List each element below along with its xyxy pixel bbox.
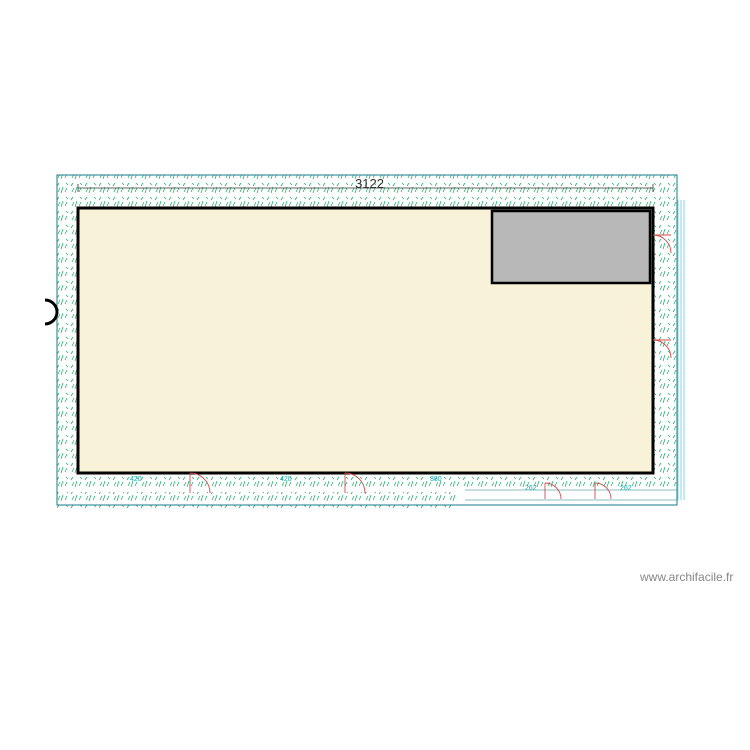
small-dim: 420 (130, 476, 142, 483)
small-dim: 262 (620, 485, 632, 492)
watermark: www.archifacile.fr (640, 570, 733, 584)
small-dim: 420 (280, 476, 292, 483)
left-feature-icon (45, 300, 57, 324)
dim-label-top: 3122 (355, 176, 384, 191)
floorplan-canvas: 3122 420 420 380 262 262 www.archifacile… (0, 0, 750, 750)
inner-room (492, 211, 650, 283)
grass-bottom (57, 492, 457, 508)
small-dim: 262 (525, 485, 537, 492)
small-dim: 380 (430, 476, 442, 483)
plan-svg (0, 0, 750, 750)
